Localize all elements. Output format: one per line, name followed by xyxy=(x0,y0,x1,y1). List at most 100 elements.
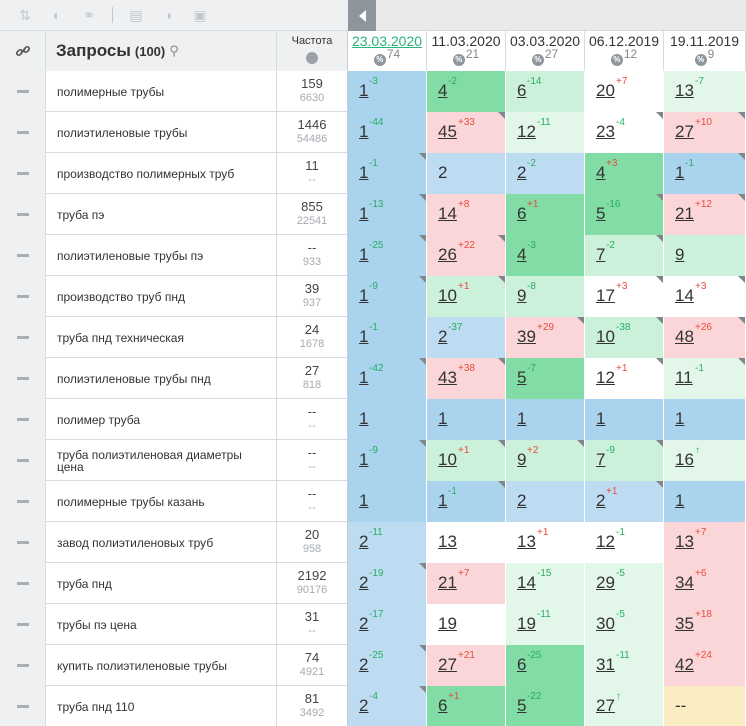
position-cell[interactable]: 6 -25 xyxy=(506,645,585,686)
position-value[interactable]: 1 xyxy=(675,163,685,182)
position-cell[interactable]: 7 -9 xyxy=(585,440,664,481)
remove-row-button[interactable] xyxy=(0,645,46,686)
cached-page-marker[interactable] xyxy=(738,317,745,324)
date-column-header[interactable]: 23.03.2020% 74 xyxy=(348,31,427,71)
cached-page-marker[interactable] xyxy=(419,194,426,201)
position-value[interactable]: 12 xyxy=(596,532,615,551)
position-cell[interactable]: 6 +1 xyxy=(506,194,585,235)
position-value[interactable]: 2 xyxy=(359,614,369,633)
position-cell[interactable]: 31 -11 xyxy=(585,645,664,686)
position-cell[interactable]: 10 -38 xyxy=(585,317,664,358)
position-cell[interactable]: 20 +7 xyxy=(585,71,664,112)
cached-page-marker[interactable] xyxy=(656,358,663,365)
date-column-header[interactable]: 03.03.2020% 27 xyxy=(506,31,585,71)
position-value[interactable]: 10 xyxy=(596,327,615,346)
position-value[interactable]: 5 xyxy=(517,696,527,715)
horizontal-scrollbar[interactable] xyxy=(348,0,746,31)
queries-column-header[interactable]: Запросы (100) ⚲ xyxy=(46,31,277,71)
position-cell[interactable]: 16 ↑ xyxy=(664,440,746,481)
position-cell[interactable]: 13 +7 xyxy=(664,522,746,563)
position-cell[interactable]: 10 +1 xyxy=(427,440,506,481)
position-cell[interactable]: 2 -19 xyxy=(348,563,427,604)
position-cell[interactable]: 2 -2 xyxy=(506,153,585,194)
position-cell[interactable]: 1 -1 xyxy=(348,317,427,358)
position-cell[interactable]: 1 xyxy=(506,399,585,440)
position-value[interactable]: 39 xyxy=(517,327,536,346)
date-label[interactable]: 23.03.2020 xyxy=(351,33,423,49)
position-value[interactable]: 1 xyxy=(359,122,369,141)
position-value[interactable]: 29 xyxy=(596,573,615,592)
remove-row-button[interactable] xyxy=(0,686,46,726)
cached-page-marker[interactable] xyxy=(498,481,505,488)
position-value[interactable]: 1 xyxy=(438,491,448,510)
position-value[interactable]: 14 xyxy=(517,573,536,592)
cached-page-marker[interactable] xyxy=(738,112,745,119)
position-cell[interactable]: 1 xyxy=(427,399,506,440)
remove-row-button[interactable] xyxy=(0,71,46,112)
position-cell[interactable]: 14 +3 xyxy=(664,276,746,317)
position-cell[interactable]: 27 ↑ xyxy=(585,686,664,726)
position-value[interactable]: 14 xyxy=(438,204,457,223)
cached-page-marker[interactable] xyxy=(419,235,426,242)
remove-row-button[interactable] xyxy=(0,604,46,645)
cached-page-marker[interactable] xyxy=(656,317,663,324)
position-value[interactable]: 1 xyxy=(359,245,369,264)
position-value[interactable]: 9 xyxy=(517,450,527,469)
position-cell[interactable]: 9 -8 xyxy=(506,276,585,317)
position-value[interactable]: 20 xyxy=(596,81,615,100)
position-cell[interactable]: 21 +12 xyxy=(664,194,746,235)
position-cell[interactable]: 7 -2 xyxy=(585,235,664,276)
position-cell[interactable]: 2 xyxy=(427,153,506,194)
position-value[interactable]: 10 xyxy=(438,450,457,469)
cached-page-marker[interactable] xyxy=(498,235,505,242)
position-value[interactable]: 1 xyxy=(359,450,369,469)
position-value[interactable]: 42 xyxy=(675,655,694,674)
position-cell[interactable]: 13 -7 xyxy=(664,71,746,112)
position-cell[interactable]: 1 -1 xyxy=(348,153,427,194)
position-cell[interactable]: 2 -25 xyxy=(348,645,427,686)
position-cell[interactable]: 14 +8 xyxy=(427,194,506,235)
position-cell[interactable]: 42 +24 xyxy=(664,645,746,686)
cached-page-marker[interactable] xyxy=(577,440,584,447)
position-value[interactable]: 30 xyxy=(596,614,615,633)
position-value[interactable]: 1 xyxy=(359,286,369,305)
position-value[interactable]: 2 xyxy=(359,696,369,715)
position-cell[interactable]: -- xyxy=(664,686,746,726)
position-cell[interactable]: 43 +38 xyxy=(427,358,506,399)
text-icon[interactable]: ▣ xyxy=(193,7,207,23)
position-value[interactable]: 7 xyxy=(596,450,606,469)
position-cell[interactable]: 26 +22 xyxy=(427,235,506,276)
position-value[interactable]: 10 xyxy=(438,286,457,305)
position-value[interactable]: 7 xyxy=(596,245,606,264)
cached-page-marker[interactable] xyxy=(656,481,663,488)
position-value[interactable]: 6 xyxy=(438,696,448,715)
position-value[interactable]: 6 xyxy=(517,81,527,100)
position-cell[interactable]: 11 -1 xyxy=(664,358,746,399)
position-value[interactable]: 2 xyxy=(359,532,369,551)
remove-row-button[interactable] xyxy=(0,440,46,481)
position-value[interactable]: 31 xyxy=(596,655,615,674)
position-value[interactable]: 2 xyxy=(359,655,369,674)
cached-page-marker[interactable] xyxy=(738,194,745,201)
position-value[interactable]: 4 xyxy=(596,163,606,182)
remove-row-button[interactable] xyxy=(0,563,46,604)
position-value[interactable]: 13 xyxy=(517,532,536,551)
position-cell[interactable]: 1 -25 xyxy=(348,235,427,276)
remove-row-button[interactable] xyxy=(0,276,46,317)
position-value[interactable]: 1 xyxy=(359,81,369,100)
position-cell[interactable]: 34 +6 xyxy=(664,563,746,604)
cached-page-marker[interactable] xyxy=(419,276,426,283)
cached-page-marker[interactable] xyxy=(656,276,663,283)
position-value[interactable]: 35 xyxy=(675,614,694,633)
position-cell[interactable]: 19 -11 xyxy=(506,604,585,645)
position-cell[interactable]: 21 +7 xyxy=(427,563,506,604)
position-value[interactable]: 26 xyxy=(438,245,457,264)
position-cell[interactable]: 1 -1 xyxy=(664,153,746,194)
position-value[interactable]: 1 xyxy=(517,409,527,428)
position-cell[interactable]: 9 +2 xyxy=(506,440,585,481)
position-value[interactable]: 6 xyxy=(517,204,527,223)
position-value[interactable]: 2 xyxy=(438,327,448,346)
position-cell[interactable]: 39 +29 xyxy=(506,317,585,358)
position-cell[interactable]: 48 +26 xyxy=(664,317,746,358)
position-cell[interactable]: 1 -42 xyxy=(348,358,427,399)
